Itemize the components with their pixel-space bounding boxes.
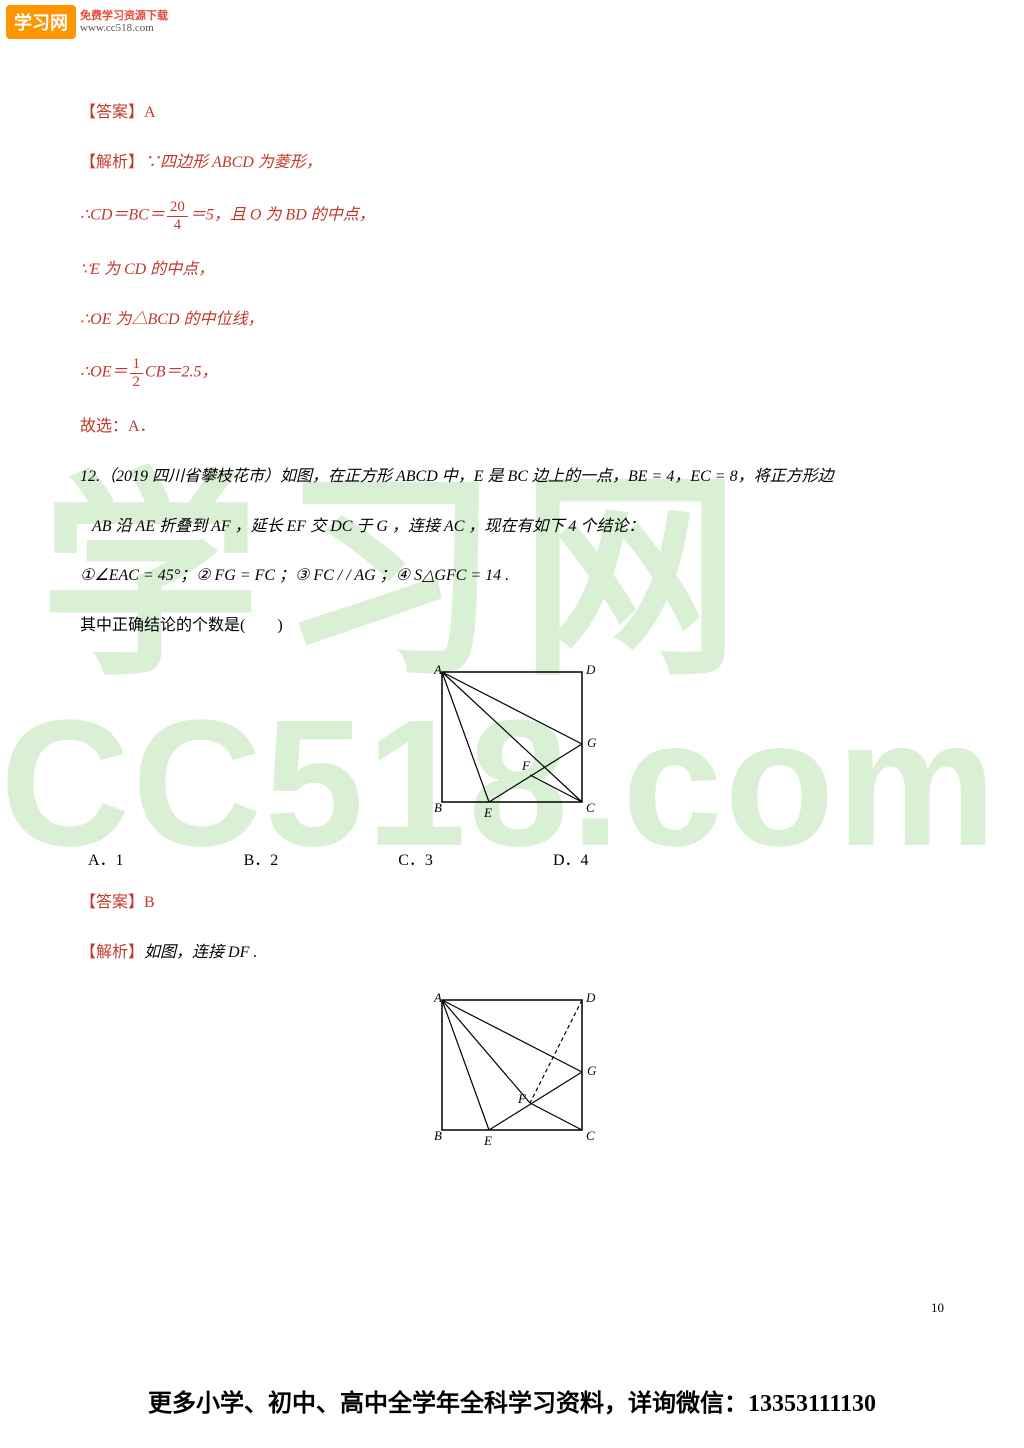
analysis-12-line1: 【解析】如图，连接 DF . (80, 940, 944, 966)
logo-subtitle: 免费学习资源下载 www.cc518.com (80, 10, 168, 34)
svg-text:C: C (586, 800, 595, 815)
svg-text:F: F (521, 758, 531, 773)
svg-text:B: B (434, 800, 442, 815)
analysis-11-line5: ∴OE＝12CB＝2.5， (80, 356, 944, 390)
svg-text:C: C (586, 1128, 595, 1143)
svg-text:A: A (433, 662, 442, 677)
svg-text:F: F (517, 1091, 527, 1106)
svg-text:B: B (434, 1128, 442, 1143)
svg-text:D: D (585, 990, 596, 1005)
option-a: A．1 (88, 846, 124, 870)
diagram-2: A D B C E G F (422, 990, 602, 1150)
question-12-line2: AB 沿 AE 折叠到 AF ，延长 EF 交 DC 于 G ，连接 AC ，现… (80, 514, 944, 540)
page-number: 10 (931, 1300, 944, 1316)
page-content: 【答案】A 【解析】∵四边形 ABCD 为菱形， ∴CD＝BC＝204＝5，且 … (80, 100, 944, 1174)
answer-12: 【答案】B (80, 890, 944, 916)
option-b: B．2 (244, 846, 279, 870)
svg-text:E: E (483, 1133, 492, 1148)
logo-badge: 学习网 (6, 5, 76, 39)
question-12-line1: 12.（2019 四川省攀枝花市）如图，在正方形 ABCD 中，E 是 BC 边… (80, 464, 944, 490)
svg-text:G: G (587, 735, 597, 750)
analysis-11-line4: ∴OE 为△BCD 的中位线， (80, 307, 944, 333)
analysis-11-line2: ∴CD＝BC＝204＝5，且 O 为 BD 的中点， (80, 199, 944, 233)
svg-text:A: A (433, 990, 442, 1005)
answer-11: 【答案】A (80, 100, 944, 126)
site-logo: 学习网 免费学习资源下载 www.cc518.com (6, 6, 206, 38)
svg-text:D: D (585, 662, 596, 677)
diagram-1: A D B C E G F (422, 662, 602, 822)
analysis-11-line6: 故选：A． (80, 414, 944, 440)
option-c: C．3 (398, 846, 433, 870)
svg-text:E: E (483, 805, 492, 820)
footer-text: 更多小学、初中、高中全学年全科学习资料，详询微信：13353111130 (0, 1383, 1024, 1418)
question-12-line4: 其中正确结论的个数是( ) (80, 613, 944, 639)
svg-text:G: G (587, 1063, 597, 1078)
analysis-11-line3: ∵E 为 CD 的中点， (80, 257, 944, 283)
option-d: D．4 (553, 846, 589, 870)
analysis-11-line1: 【解析】∵四边形 ABCD 为菱形， (80, 150, 944, 176)
options-row: A．1 B．2 C．3 D．4 (80, 846, 944, 870)
question-12-line3: ①∠EAC = 45°；② FG = FC ；③ FC / / AG ；④ S△… (80, 563, 944, 589)
